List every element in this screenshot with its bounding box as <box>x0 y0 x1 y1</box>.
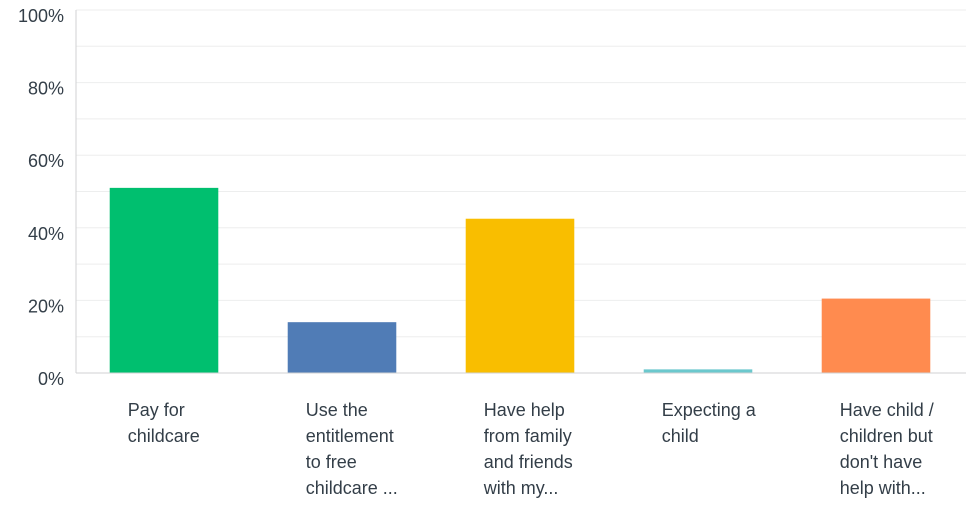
y-tick-label: 0% <box>38 369 64 389</box>
x-tick-label: Pay for childcare <box>128 400 200 446</box>
x-tick-label: Use the entitlement to free childcare ... <box>306 400 398 498</box>
y-tick-label: 80% <box>28 79 64 99</box>
bars <box>109 187 931 373</box>
y-tick-label: 60% <box>28 151 64 171</box>
x-tick-label: Expecting a child <box>662 400 757 446</box>
bar[interactable] <box>643 369 753 373</box>
y-tick-label: 40% <box>28 224 64 244</box>
bar[interactable] <box>821 298 931 373</box>
x-tick-label: Have help from family and friends with my..… <box>483 400 573 498</box>
y-tick-labels: 0% 20% 40% 60% 80% 100% <box>18 6 64 389</box>
bar[interactable] <box>465 218 575 373</box>
x-tick-label: Have child / children but don't have help w… <box>840 400 934 498</box>
y-tick-label: 20% <box>28 296 64 316</box>
bar[interactable] <box>287 322 397 373</box>
axes <box>75 10 966 374</box>
gridlines <box>76 9 966 338</box>
x-tick-labels: Pay for childcare Use the entitlement to fre… <box>128 400 934 498</box>
y-tick-label: 100% <box>18 6 64 26</box>
bar[interactable] <box>109 187 219 373</box>
